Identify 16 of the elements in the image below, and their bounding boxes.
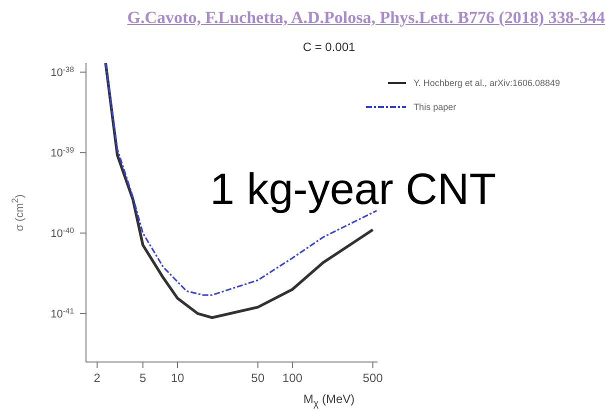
x-tick-label: 5 [140, 371, 147, 385]
chart-title: C = 0.001 [302, 40, 356, 54]
y-tick-label: 10$^{-40}$ [50, 226, 74, 240]
legend-label: This paper [414, 102, 456, 112]
x-tick-label: 500 [362, 371, 384, 385]
x-tick-label: 2 [94, 371, 101, 385]
x-tick-label: 50 [251, 371, 265, 385]
y-tick-label: 10$^{-38}$ [50, 64, 74, 80]
text: G.Cavoto, F.Luchetta, A.D.Polosa, Phys.Lett. B776 (2018) 338-344 [126, 8, 605, 28]
x-tick-label: 10 [170, 371, 184, 385]
legend-label: Y. Hochberg et al., arXiv:1606.08849 [414, 78, 560, 88]
y-tick-label: 10$^{-41}$ [50, 306, 74, 321]
x-axis-title: M$_{χ}$ (MeV) [302, 392, 356, 410]
y-tick-label: 10$^{-39}$ [50, 145, 74, 160]
annotation: 1 kg-year CNT [210, 165, 496, 215]
x-tick-label: 100 [282, 371, 303, 385]
